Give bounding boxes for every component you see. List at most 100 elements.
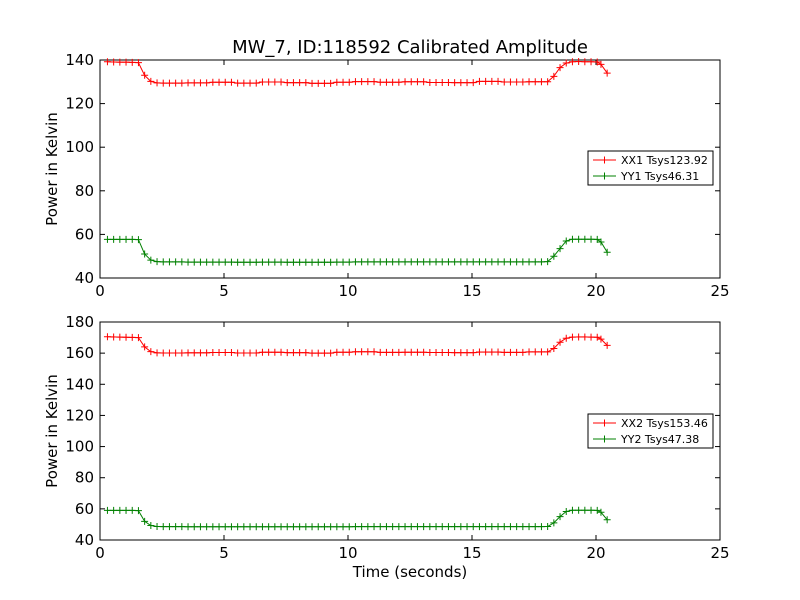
- x-tick-label: 25: [710, 282, 729, 300]
- data-point-marker: [209, 78, 217, 86]
- data-point-marker: [376, 348, 384, 356]
- legend-box: [587, 150, 714, 186]
- data-point-marker: [525, 78, 533, 86]
- data-point-marker: [488, 348, 496, 356]
- data-point-marker: [475, 523, 483, 531]
- data-point-marker: [345, 348, 353, 356]
- data-point-marker: [587, 506, 595, 514]
- data-point-marker: [345, 78, 353, 86]
- data-point-marker: [141, 71, 149, 79]
- data-point-marker: [271, 523, 279, 531]
- x-tick-label: 0: [95, 544, 105, 562]
- data-point-marker: [289, 258, 297, 266]
- data-point-marker: [482, 258, 490, 266]
- data-point-marker: [568, 333, 576, 341]
- data-point-marker: [556, 513, 564, 521]
- data-point-marker: [469, 258, 477, 266]
- data-point-marker: [370, 258, 378, 266]
- data-point-marker: [426, 523, 434, 531]
- data-point-marker: [178, 79, 186, 87]
- data-point-marker: [575, 235, 583, 243]
- data-point-marker: [550, 72, 558, 80]
- data-point-marker: [413, 78, 421, 86]
- data-point-marker: [457, 79, 465, 87]
- data-point-marker: [475, 77, 483, 85]
- data-point-marker: [103, 58, 111, 66]
- data-point-marker: [525, 258, 533, 266]
- data-point-marker: [271, 258, 279, 266]
- data-point-marker: [159, 349, 167, 357]
- data-point-marker: [221, 349, 229, 357]
- series-yy1: [103, 235, 611, 266]
- data-point-marker: [221, 523, 229, 531]
- data-point-marker: [122, 58, 130, 66]
- data-point-marker: [544, 78, 552, 86]
- data-point-marker: [314, 258, 322, 266]
- data-point-marker: [358, 78, 366, 86]
- data-point-marker: [246, 79, 254, 87]
- data-point-marker: [141, 343, 149, 351]
- data-point-marker: [525, 523, 533, 531]
- data-point-marker: [351, 523, 359, 531]
- data-point-marker: [581, 235, 589, 243]
- data-point-marker: [215, 349, 223, 357]
- data-point-marker: [122, 235, 130, 243]
- data-point-marker: [314, 349, 322, 357]
- data-point-marker: [581, 58, 589, 66]
- data-point-marker: [302, 258, 310, 266]
- data-point-marker: [395, 523, 403, 531]
- data-point-marker: [116, 58, 124, 66]
- x-tick-label: 5: [219, 282, 229, 300]
- y-tick-label: 120: [65, 95, 94, 113]
- legend-label: YY2 Tsys47.38: [620, 433, 699, 446]
- data-point-marker: [116, 235, 124, 243]
- data-point-marker: [289, 349, 297, 357]
- data-point-marker: [475, 258, 483, 266]
- data-point-marker: [209, 349, 217, 357]
- data-point-marker: [333, 78, 341, 86]
- y-tick-label: 80: [75, 182, 94, 200]
- data-point-marker: [159, 79, 167, 87]
- data-point-marker: [593, 333, 601, 341]
- y-tick-label: 40: [75, 531, 94, 549]
- data-point-marker: [519, 78, 527, 86]
- data-point-marker: [550, 344, 558, 352]
- data-point-marker: [271, 78, 279, 86]
- data-point-marker: [506, 258, 514, 266]
- data-point-marker: [110, 58, 118, 66]
- data-point-marker: [389, 523, 397, 531]
- data-point-marker: [196, 79, 204, 87]
- x-tick-label: 20: [586, 282, 605, 300]
- data-point-marker: [494, 258, 502, 266]
- data-point-marker: [556, 338, 564, 346]
- y-tick-label: 140: [65, 375, 94, 393]
- data-point-marker: [531, 258, 539, 266]
- data-point-marker: [556, 64, 564, 72]
- data-point-marker: [550, 519, 558, 527]
- legend-label: XX2 Tsys153.46: [621, 417, 708, 430]
- data-point-marker: [221, 78, 229, 86]
- data-point-marker: [451, 79, 459, 87]
- data-point-marker: [575, 58, 583, 66]
- data-point-marker: [500, 523, 508, 531]
- data-point-marker: [364, 348, 372, 356]
- data-point-marker: [537, 523, 545, 531]
- data-point-marker: [562, 508, 570, 516]
- data-point-marker: [339, 348, 347, 356]
- data-point-marker: [364, 78, 372, 86]
- data-point-marker: [190, 258, 198, 266]
- data-point-marker: [172, 349, 180, 357]
- data-point-marker: [389, 258, 397, 266]
- data-point-marker: [147, 348, 155, 356]
- x-tick-label: 10: [338, 544, 357, 562]
- data-point-marker: [597, 508, 605, 516]
- data-point-marker: [463, 349, 471, 357]
- data-point-marker: [314, 523, 322, 531]
- data-point-marker: [240, 523, 248, 531]
- data-point-marker: [413, 258, 421, 266]
- data-point-marker: [382, 523, 390, 531]
- data-point-marker: [382, 258, 390, 266]
- data-point-marker: [110, 235, 118, 243]
- data-point-marker: [556, 245, 564, 253]
